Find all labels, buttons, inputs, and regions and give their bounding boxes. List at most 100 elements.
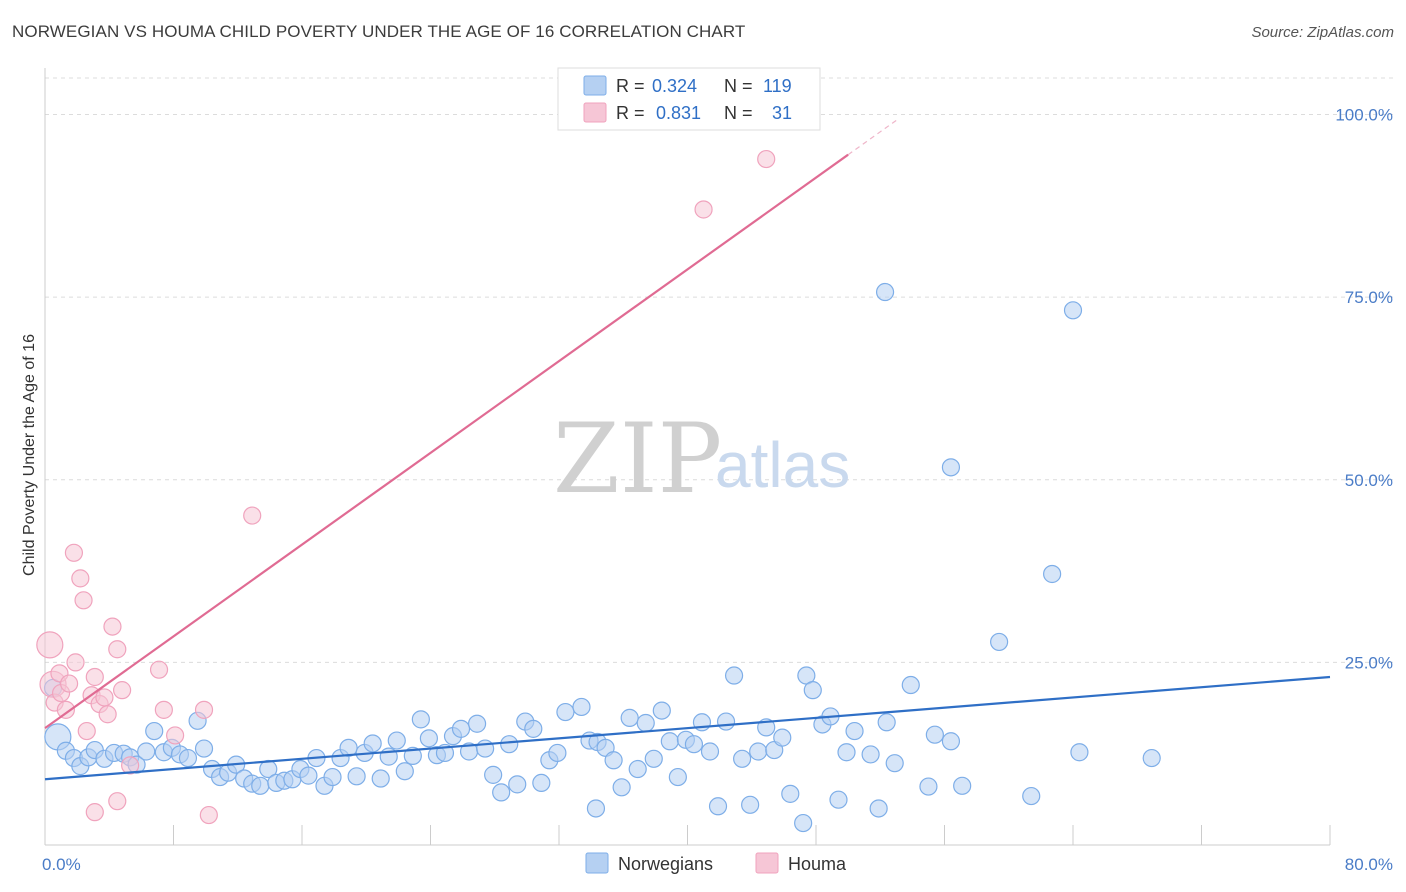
point-norwegians-86 (741, 795, 760, 814)
point-norwegians-47 (419, 729, 438, 748)
point-norwegians-46 (411, 710, 430, 729)
watermark-atlas: atlas (715, 429, 850, 501)
point-norwegians-72 (628, 759, 647, 779)
point-houma-27 (108, 792, 127, 811)
point-norwegians-103 (901, 675, 920, 695)
point-norwegians-107 (1022, 786, 1041, 806)
point-houma-30 (757, 149, 776, 169)
point-norwegians-117 (586, 799, 606, 818)
point-houma-0 (36, 631, 64, 659)
point-norwegians-35 (323, 767, 342, 787)
point-houma-22 (154, 700, 173, 719)
legend-swatch-norwegians (583, 75, 607, 96)
y-tick-label-3: 100.0% (1335, 106, 1393, 125)
point-houma-15 (95, 688, 114, 707)
point-norwegians-77 (668, 767, 687, 787)
point-norwegians-54 (476, 739, 495, 758)
point-norwegians-64 (556, 702, 575, 722)
point-norwegians-26 (251, 776, 270, 795)
point-houma-11 (77, 721, 96, 741)
point-norwegians-96 (829, 790, 848, 809)
point-houma-8 (66, 653, 85, 672)
trend-line-houma-extension (847, 119, 897, 156)
chart-source: Source: ZipAtlas.com (1251, 24, 1394, 41)
point-norwegians-73 (636, 713, 655, 733)
point-norwegians-109 (1142, 748, 1161, 768)
point-norwegians-43 (387, 731, 406, 750)
point-houma-20 (121, 756, 140, 775)
point-norwegians-45 (403, 746, 422, 765)
y-tick-label-2: 75.0% (1345, 288, 1393, 307)
point-norwegians-70 (612, 778, 631, 797)
legend-swatch-houma (583, 102, 607, 123)
point-norwegians-44 (395, 762, 414, 781)
legend-r-value-houma: 0.831 (656, 103, 701, 123)
point-norwegians-83 (716, 712, 736, 731)
point-norwegians-101 (877, 713, 896, 732)
point-norwegians-55 (484, 765, 503, 784)
legend-n-label-norwegians: N = (724, 76, 753, 96)
point-houma-19 (112, 681, 132, 700)
point-norwegians-74 (644, 749, 663, 768)
point-norwegians-58 (508, 775, 527, 794)
point-norwegians-102 (885, 754, 904, 773)
x-tick-labels: 0.0% 80.0% (42, 855, 1393, 874)
point-norwegians-75 (652, 701, 671, 720)
trend-line-norwegians (44, 675, 1331, 781)
legend-n-value-houma: 31 (772, 103, 792, 123)
grid-lines (45, 77, 1393, 663)
y-axis-label: Child Poverty Under the Age of 16 (21, 334, 38, 576)
trend-line-houma (44, 153, 849, 730)
point-norwegians-100 (869, 799, 888, 818)
point-norwegians-84 (724, 666, 744, 685)
chart-title: NORWEGIAN VS HOUMA CHILD POVERTY UNDER T… (12, 22, 746, 41)
point-houma-24 (194, 700, 214, 719)
y-tick-labels: 25.0% 50.0% 75.0% 100.0% (1335, 106, 1393, 673)
point-norwegians-105 (941, 732, 961, 751)
point-norwegians-98 (845, 721, 864, 741)
point-houma-16 (98, 705, 117, 724)
point-houma-10 (74, 591, 93, 610)
point-houma-17 (103, 617, 122, 636)
bottom-legend-label-norwegians: Norwegians (618, 854, 713, 874)
point-houma-6 (59, 674, 79, 693)
point-norwegians-90 (773, 728, 792, 747)
point-norwegians-104 (925, 725, 944, 744)
point-norwegians-87 (749, 742, 768, 761)
point-norwegians-115 (1043, 564, 1062, 584)
legend-n-value-norwegians: 119 (763, 76, 792, 96)
point-houma-25 (199, 805, 218, 825)
point-houma-7 (64, 543, 84, 562)
point-norwegians-57 (500, 735, 519, 754)
point-norwegians-76 (660, 732, 679, 751)
point-norwegians-38 (347, 767, 366, 786)
point-norwegians-71 (620, 708, 639, 727)
data-points (36, 149, 1161, 833)
point-norwegians-114 (1063, 301, 1083, 320)
y-tick-label-0: 25.0% (1345, 653, 1393, 672)
bottom-legend-swatch-norwegians (585, 852, 609, 874)
legend-n-label-houma: N = (724, 103, 753, 123)
point-houma-13 (85, 667, 104, 687)
point-norwegians-93 (803, 681, 822, 700)
y-tick-label-1: 50.0% (1345, 471, 1393, 490)
point-houma-21 (149, 660, 169, 679)
point-norwegians-37 (339, 738, 358, 757)
point-houma-18 (108, 640, 127, 659)
point-houma-9 (71, 569, 90, 588)
point-norwegians-79 (684, 735, 704, 754)
point-norwegians-97 (837, 743, 856, 762)
point-norwegians-61 (532, 773, 551, 793)
point-houma-26 (243, 506, 262, 525)
point-norwegians-112 (875, 282, 895, 302)
point-norwegians-81 (700, 742, 720, 761)
bottom-legend-label-houma: Houma (788, 854, 847, 874)
point-norwegians-40 (363, 734, 382, 753)
point-houma-28 (85, 803, 104, 822)
point-norwegians-108 (1070, 743, 1089, 762)
watermark-zip: ZIP (553, 403, 722, 515)
point-houma-5 (56, 700, 75, 719)
point-norwegians-56 (492, 783, 511, 802)
bottom-legend-swatch-houma (755, 852, 779, 874)
